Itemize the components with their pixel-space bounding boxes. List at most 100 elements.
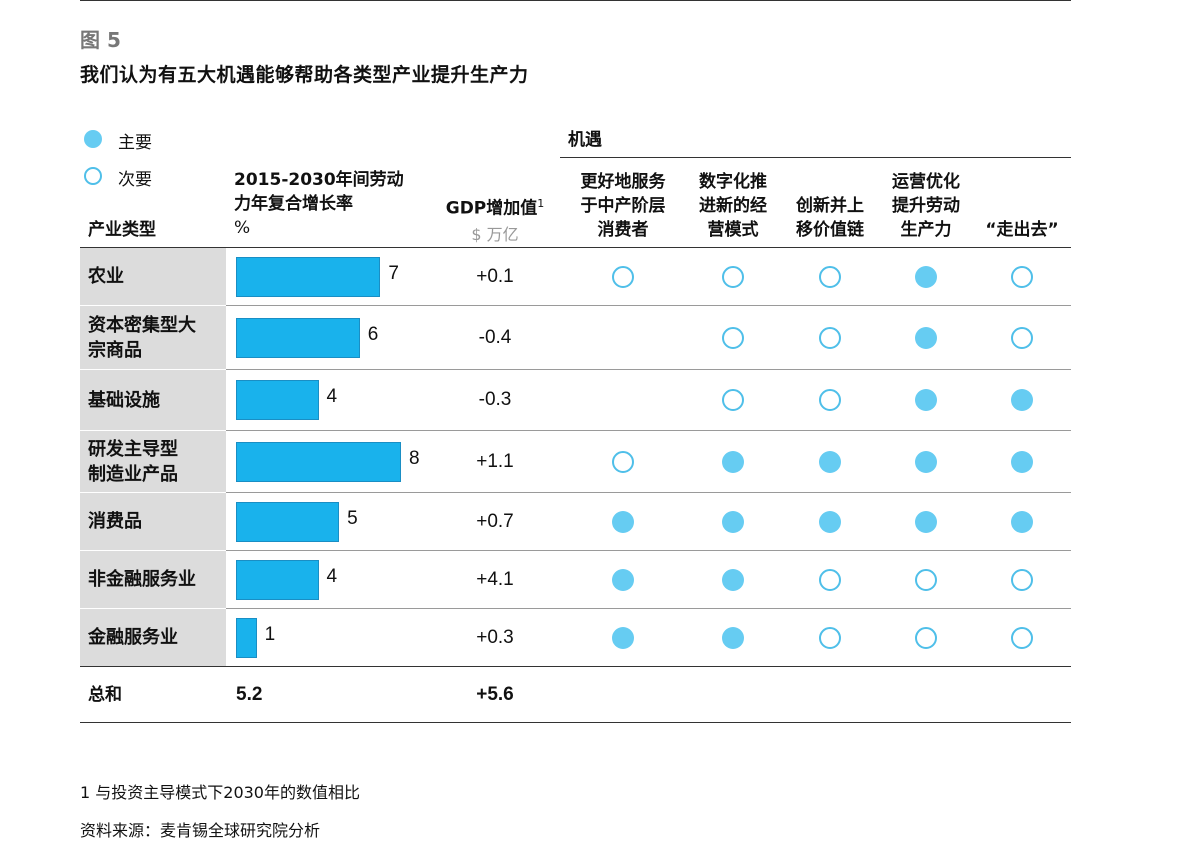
industry-label-line: 消费品 — [88, 511, 142, 532]
row-separator — [226, 608, 1071, 609]
opportunity-primary-marker — [1011, 389, 1033, 411]
growth-bar-label: 5 — [347, 507, 358, 529]
opportunity-primary-marker — [915, 389, 937, 411]
opportunity-header-3: 创新并上 移价值链 — [775, 194, 885, 242]
opportunity-header-1-line: 于中产阶层 — [580, 196, 666, 216]
opportunity-secondary-marker — [722, 326, 744, 349]
opportunity-header-5-line: “走出去” — [985, 220, 1059, 240]
opportunity-secondary-marker — [915, 626, 937, 649]
opportunity-secondary-marker — [819, 389, 841, 411]
opportunity-primary-marker — [1011, 510, 1033, 533]
industry-label: 研发主导型 制造业产品 — [88, 437, 178, 487]
gdp-value: +4.1 — [476, 568, 514, 590]
top-rule — [80, 0, 1071, 1]
opportunity-header-5: “走出去” — [967, 218, 1077, 242]
industry-label-line: 研发主导型 — [88, 438, 178, 460]
opportunity-header-3-line: 创新并上 — [796, 196, 864, 216]
row-separator — [226, 369, 1071, 370]
industry-header: 产业类型 — [88, 220, 156, 240]
opportunity-secondary-marker — [612, 450, 634, 473]
gdp-value: -0.3 — [478, 389, 512, 410]
opportunity-secondary-marker — [1011, 626, 1033, 649]
chart-title: 我们认为有五大机遇能够帮助各类型产业提升生产力 — [80, 64, 529, 86]
opportunity-secondary-marker — [819, 626, 841, 649]
row-label-bg — [80, 248, 226, 305]
growth-bar-label: 4 — [326, 565, 338, 587]
opportunity-secondary-marker — [722, 265, 744, 288]
opportunity-secondary-marker — [1011, 265, 1033, 288]
growth-bar-label: 6 — [367, 323, 379, 345]
opportunity-secondary-marker — [612, 265, 634, 288]
source-note: 资料来源：麦肯锡全球研究院分析 — [80, 821, 321, 840]
gdp-value: +1.1 — [476, 450, 514, 472]
row-label-bg — [80, 551, 226, 608]
header-rule — [80, 247, 1071, 248]
opportunity-primary-marker — [819, 450, 841, 473]
opportunity-primary-marker — [915, 265, 937, 288]
row-label-bg — [80, 306, 226, 369]
gdp-value: +0.1 — [476, 265, 514, 287]
growth-bar — [236, 256, 381, 297]
opportunity-primary-marker — [722, 568, 744, 591]
industry-label: 基础设施 — [88, 388, 160, 413]
growth-bar — [236, 441, 401, 482]
growth-bar-label: 4 — [326, 386, 338, 407]
opportunity-secondary-marker — [1011, 326, 1033, 349]
industry-label: 非金融服务业 — [88, 567, 196, 592]
industry-label-line: 宗商品 — [88, 339, 142, 361]
growth-bar — [236, 501, 340, 542]
industry-label-line: 基础设施 — [88, 389, 160, 411]
figure-label: 图 5 — [80, 28, 121, 52]
gdp-unit: $ 万亿 — [471, 224, 519, 244]
industry-label-line: 金融服务业 — [88, 627, 178, 648]
row-label-bg — [80, 609, 226, 666]
growth-bar — [236, 317, 360, 358]
gdp-value: +0.3 — [476, 626, 514, 648]
opportunity-primary-marker — [819, 510, 841, 533]
opportunity-header-3-line: 移价值链 — [796, 220, 864, 240]
footnote: 1 与投资主导模式下2030年的数值相比 — [80, 783, 360, 802]
opportunity-primary-marker — [722, 510, 744, 533]
growth-bar-label: 7 — [388, 262, 399, 284]
opportunity-header-2-line: 进新的经 — [699, 196, 767, 216]
industry-label: 资本密集型大 宗商品 — [88, 313, 196, 363]
row-label-bg — [80, 493, 226, 550]
gdp-footnote-mark: 1 — [537, 197, 545, 210]
growth-header-line-1: 2015-2030年间劳动 — [234, 170, 404, 190]
row-label-bg — [80, 370, 226, 430]
opportunity-secondary-marker — [722, 389, 744, 411]
opportunity-header-2: 数字化推 进新的经 营模式 — [678, 170, 788, 242]
total-label: 总和 — [88, 685, 122, 705]
opportunity-header-1-line: 消费者 — [597, 220, 649, 240]
growth-header-unit: % — [234, 218, 251, 238]
growth-header-line-2: 力年复合增长率 — [234, 194, 353, 214]
opportunity-header-4-line: 生产力 — [900, 220, 952, 240]
legend-primary-icon — [84, 130, 102, 148]
opportunities-header: 机遇 — [568, 130, 602, 150]
opportunity-header-4-line: 运营优化 — [892, 172, 960, 192]
bottom-rule — [80, 722, 1071, 723]
opportunity-primary-marker — [612, 626, 634, 649]
legend-primary-label: 主要 — [118, 133, 152, 153]
opportunity-header-4: 运营优化提升劳动生产力 — [871, 170, 981, 242]
opportunity-header-1: 更好地服务于中产阶层消费者 — [568, 170, 678, 242]
legend-secondary-label: 次要 — [118, 170, 152, 190]
row-separator — [226, 430, 1071, 431]
table-body-rule — [80, 666, 1071, 667]
opportunity-primary-marker — [915, 326, 937, 349]
opportunity-secondary-marker — [819, 326, 841, 349]
opportunity-header-1-line: 更好地服务 — [580, 172, 666, 192]
growth-bar — [236, 380, 319, 420]
industry-label: 金融服务业 — [88, 625, 178, 650]
opportunity-primary-marker — [612, 568, 634, 591]
opportunity-secondary-marker — [1011, 568, 1033, 591]
opportunity-secondary-marker — [819, 265, 841, 288]
opportunity-header-4-line: 提升劳动 — [892, 196, 960, 216]
gdp-value: -0.4 — [478, 326, 512, 348]
opportunity-header-2-line: 营模式 — [707, 220, 759, 240]
opportunity-primary-marker — [722, 450, 744, 473]
opportunity-secondary-marker — [819, 568, 841, 591]
opportunity-secondary-marker — [915, 568, 937, 591]
gdp-header-label: GDP增加值 — [445, 198, 538, 219]
total-gdp: +5.6 — [476, 684, 514, 705]
